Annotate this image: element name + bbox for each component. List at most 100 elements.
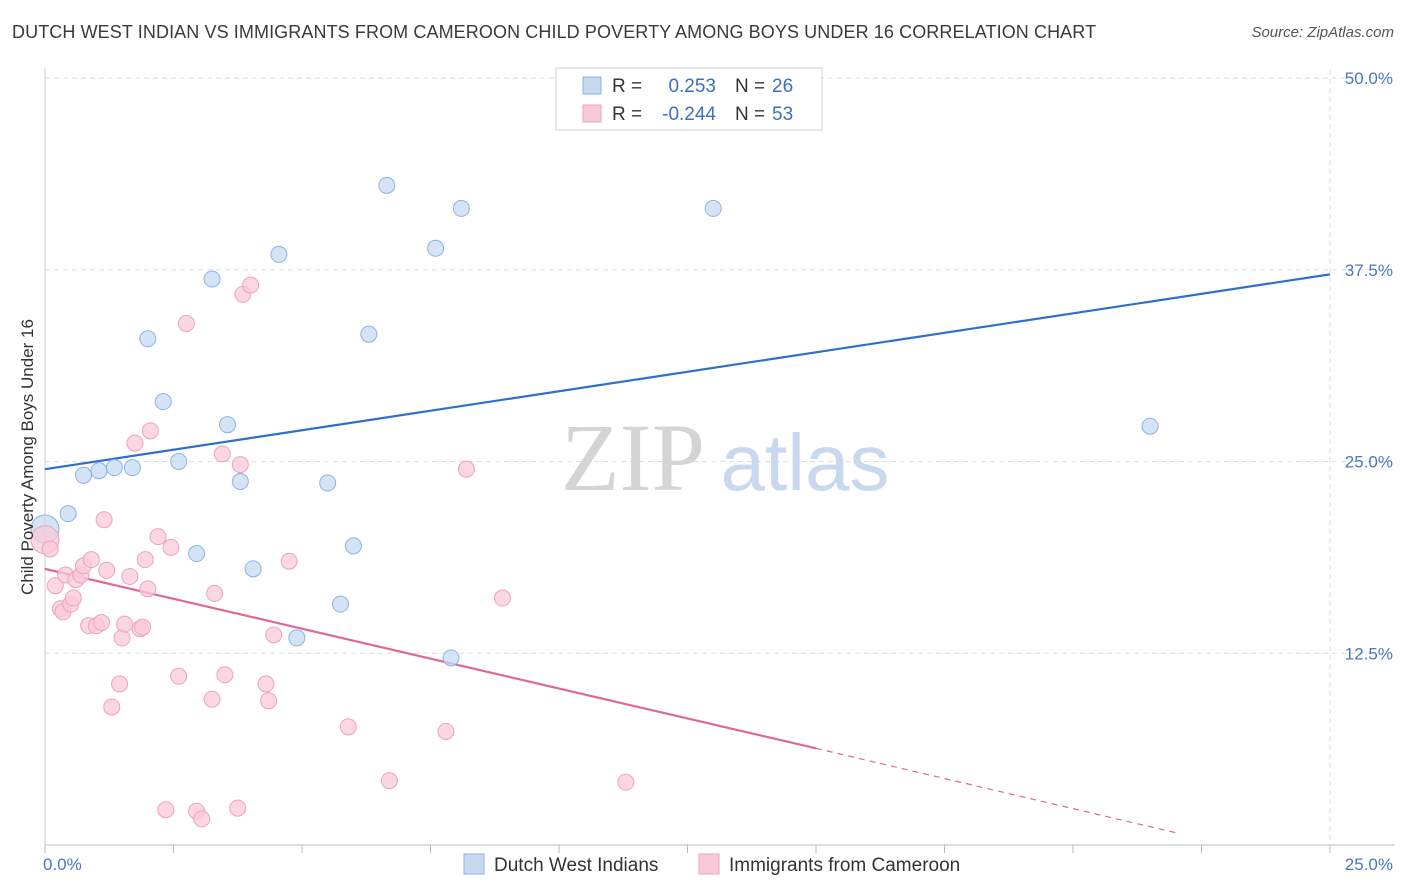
legend-n-label-2: N = [735,104,765,125]
dutch-west-indian-point [244,560,262,578]
dutch-west-indian-point [188,545,206,563]
cameroon-point [98,561,116,579]
cameroon-point [229,799,247,817]
dutch-west-indian-point [452,199,470,217]
cameroon-point [170,667,188,685]
cameroon-point [46,577,64,595]
cameroon-point [136,551,154,569]
cameroon-point [93,614,111,632]
series-legend-swatch-blue [463,853,485,875]
chart-title: DUTCH WEST INDIAN VS IMMIGRANTS FROM CAM… [12,22,1097,42]
cameroon-point [41,540,59,558]
cameroon-point [380,772,398,790]
cameroon-point [242,276,260,294]
axes [44,68,1395,853]
legend-swatch-blue [582,76,602,95]
pink-trend-line [44,567,817,750]
legend-r-value-1: 0.253 [668,76,716,97]
watermark-zip: ZIP [561,404,705,511]
dutch-west-indian-point [59,505,77,523]
cameroon-point [206,584,224,602]
dutch-west-indian-point [344,537,362,555]
cameroon-point [139,580,157,598]
dutch-west-indian-point [319,474,337,492]
dutch-west-indian-point [360,325,378,343]
cameroon-point [162,538,180,556]
dutch-west-indian-point [203,270,221,288]
y-tick-label: 12.5% [1345,644,1393,663]
legend-r-label-2: R = [612,104,642,125]
dutch-west-indian-point [170,453,188,470]
cameroon-point [149,528,167,546]
dutch-west-indian-point [123,459,141,477]
data-points [30,176,1159,828]
x-tick-label-min: 0.0% [43,855,82,874]
dutch-west-indian-point [332,595,350,613]
dutch-west-indian-point [90,462,108,480]
legend-r-value-2: -0.244 [662,104,716,125]
y-tick-labels: 12.5% 25.0% 37.5% 50.0% [1345,69,1393,663]
watermark-atlas: atlas [721,418,890,507]
legend-n-value-2: 53 [772,104,793,125]
dutch-west-indian-point [218,416,236,434]
correlation-legend: R = 0.253 N = 26 R = -0.244 N = 53 [555,67,823,131]
cameroon-point [103,698,121,716]
cameroon-point [111,675,129,693]
y-tick-label: 50.0% [1345,69,1393,88]
dutch-west-indian-point [270,245,288,263]
cameroon-point [339,718,357,736]
cameroon-point [280,552,298,570]
cameroon-point [260,692,278,710]
legend-n-value-1: 26 [772,76,793,97]
cameroon-point [177,314,195,332]
cameroon-point [64,589,82,607]
x-tick-labels: 0.0% 25.0% [43,855,1393,874]
dutch-west-indian-point [1141,417,1159,435]
series-legend: Dutch West Indians Immigrants from Camer… [463,853,960,876]
cameroon-point [457,460,475,478]
dutch-west-indian-point [154,393,172,411]
cameroon-point [203,690,221,708]
legend-r-label-1: R = [612,76,642,97]
series-legend-label-pink: Immigrants from Cameroon [729,855,960,876]
y-tick-label: 25.0% [1345,453,1393,472]
legend-n-label-1: N = [735,76,765,97]
dutch-west-indian-point [139,330,157,348]
cameroon-point [617,773,635,791]
pink-trend-line-extension [815,747,1176,834]
cameroon-point [257,675,275,693]
cameroon-point [216,666,234,684]
dutch-west-indian-point [442,649,460,667]
cameroon-point [95,511,113,529]
cameroon-point [121,568,139,586]
cameroon-point [231,456,249,474]
x-tick-label-max: 25.0% [1345,855,1393,874]
trend-lines [44,273,1331,834]
cameroon-point [116,615,134,633]
cameroon-point [157,801,175,819]
series-legend-swatch-pink [698,853,720,875]
cameroon-point [213,445,231,463]
cameroon-point [134,618,152,636]
dutch-west-indian-point [427,239,445,257]
cameroon-point [126,434,144,452]
grid-lines [45,70,1395,845]
y-tick-label: 37.5% [1345,261,1393,280]
series-legend-label-blue: Dutch West Indians [494,855,658,876]
y-axis-label: Child Poverty Among Boys Under 16 [18,319,37,595]
cameroon-point [265,626,283,644]
source-credit: Source: ZipAtlas.com [1251,24,1394,41]
dutch-west-indian-point [75,466,93,484]
legend-swatch-pink [582,104,602,123]
dutch-west-indian-point [378,176,396,194]
cameroon-point [113,629,131,647]
cameroon-point [193,810,211,828]
blue-trend-line [44,273,1331,471]
dutch-west-indian-point [231,472,249,490]
dutch-west-indian-point [288,629,306,647]
dutch-west-indian-point [704,199,722,217]
cameroon-point [493,589,511,607]
cameroon-point [141,422,159,440]
dutch-west-indian-point [105,459,123,477]
